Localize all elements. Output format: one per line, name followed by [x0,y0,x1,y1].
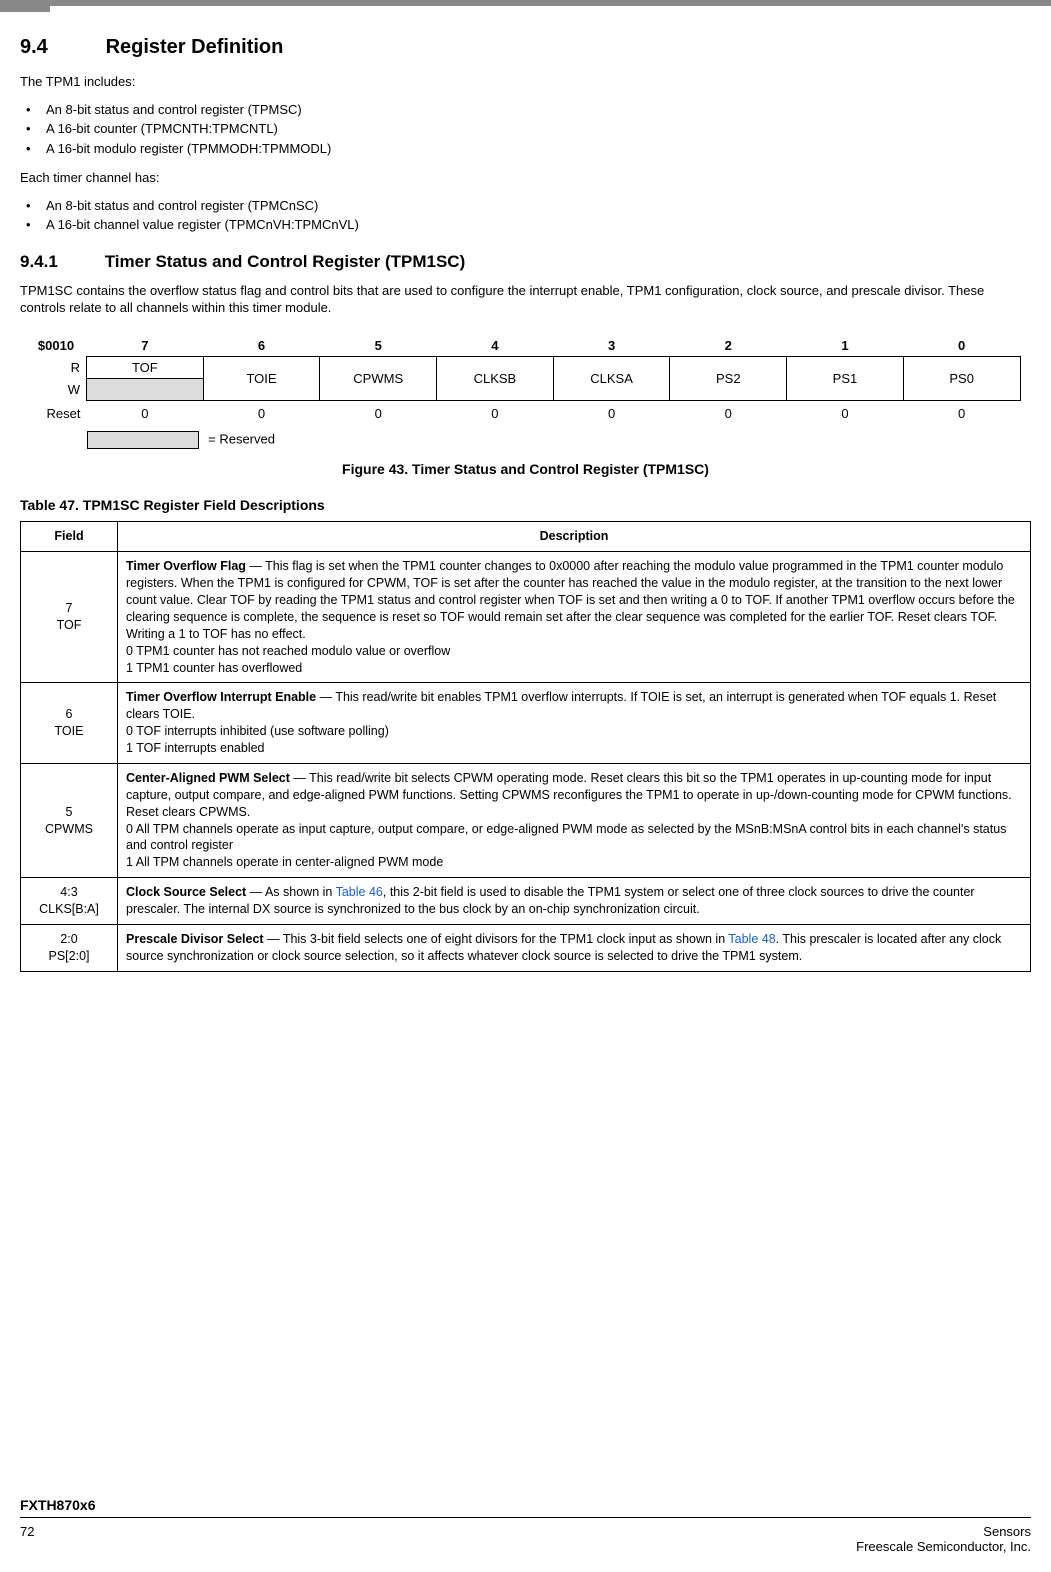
figure-caption: Figure 43. Timer Status and Control Regi… [20,461,1031,477]
bit-tof: TOF [87,357,204,379]
desc-cell: Timer Overflow Flag — This flag is set w… [118,552,1031,683]
bit-num: 2 [670,335,787,357]
desc-cell: Timer Overflow Interrupt Enable — This r… [118,683,1031,764]
desc-val0: 0 All TPM channels operate as input capt… [126,822,1006,853]
desc-cell: Prescale Divisor Select — This 3-bit fie… [118,924,1031,971]
desc-body: — This flag is set when the TPM1 counter… [126,559,1015,641]
legend-swatch [87,431,199,449]
bit-name: CLKSA [553,357,670,401]
intro-text-1: The TPM1 includes: [20,73,1031,91]
col-head-field: Field [21,522,118,552]
reset-val: 0 [670,401,787,426]
desc-cell: Center-Aligned PWM Select — This read/wr… [118,763,1031,877]
bit-num: 3 [553,335,670,357]
legend-text: = Reserved [208,432,275,447]
intro-text-2: Each timer channel has: [20,169,1031,187]
desc-val1: 1 TOF interrupts enabled [126,741,265,755]
desc-val1: 1 All TPM channels operate in center-ali… [126,855,443,869]
reset-val: 0 [787,401,904,426]
section-heading: 9.4 Register Definition [20,36,1031,59]
list-item: An 8-bit status and control register (TP… [20,197,1031,215]
desc-cell: Clock Source Select — As shown in Table … [118,878,1031,925]
field-cell: 6 TOIE [21,683,118,764]
field-cell: 5 CPWMS [21,763,118,877]
desc-title: Timer Overflow Interrupt Enable [126,690,316,704]
desc-title: Center-Aligned PWM Select [126,771,290,785]
subsection-para: TPM1SC contains the overflow status flag… [20,282,1031,317]
subsection-title: Timer Status and Control Register (TPM1S… [105,252,466,271]
list-item: A 16-bit modulo register (TPMMODH:TPMMOD… [20,140,1031,158]
doc-id: FXTH870x6 [20,1497,1031,1513]
bit-name: CPWMS [320,357,437,401]
legend: = Reserved [31,431,1021,449]
list-1: An 8-bit status and control register (TP… [20,101,1031,158]
desc-body-pre: — This 3-bit field selects one of eight … [264,932,729,946]
table-row: 6 TOIE Timer Overflow Interrupt Enable —… [21,683,1031,764]
bit-num: 0 [903,335,1020,357]
table-row: 7 TOF Timer Overflow Flag — This flag is… [21,552,1031,683]
reg-address: $0010 [31,335,87,357]
desc-val0: 0 TPM1 counter has not reached modulo va… [126,644,450,658]
list-item: A 16-bit channel value register (TPMCnVH… [20,216,1031,234]
desc-title: Prescale Divisor Select [126,932,264,946]
page-number: 72 [20,1524,34,1554]
row-label-w: W [31,379,87,401]
desc-title: Clock Source Select [126,885,246,899]
footer-rule [20,1517,1031,1518]
table-row: 2:0 PS[2:0] Prescale Divisor Select — Th… [21,924,1031,971]
bit-name: PS2 [670,357,787,401]
section-number: 9.4 [20,36,100,59]
subsection-number: 9.4.1 [20,252,100,272]
field-cell: 7 TOF [21,552,118,683]
col-head-desc: Description [118,522,1031,552]
table-row: 5 CPWMS Center-Aligned PWM Select — This… [21,763,1031,877]
subsection-heading: 9.4.1 Timer Status and Control Register … [20,252,1031,272]
bit-name: PS0 [903,357,1020,401]
list-item: An 8-bit status and control register (TP… [20,101,1031,119]
field-description-table: Field Description 7 TOF Timer Overflow F… [20,521,1031,971]
reset-val: 0 [903,401,1020,426]
bit-num: 5 [320,335,437,357]
bit-num: 1 [787,335,904,357]
reset-val: 0 [553,401,670,426]
desc-val1: 1 TPM1 counter has overflowed [126,661,302,675]
row-label-reset: Reset [31,401,87,426]
footer-right-2: Freescale Semiconductor, Inc. [856,1539,1031,1554]
field-cell: 4:3 CLKS[B:A] [21,878,118,925]
bit-name: PS1 [787,357,904,401]
desc-val0: 0 TOF interrupts inhibited (use software… [126,724,389,738]
page-footer: FXTH870x6 72 Sensors Freescale Semicondu… [20,1497,1031,1554]
list-item: A 16-bit counter (TPMCNTH:TPMCNTL) [20,120,1031,138]
table-link[interactable]: Table 48 [728,932,775,946]
row-label-r: R [31,357,87,379]
reset-val: 0 [203,401,320,426]
table-link[interactable]: Table 46 [336,885,383,899]
bit-num: 6 [203,335,320,357]
bit-name: CLKSB [437,357,554,401]
bit-reserved [87,379,204,401]
list-2: An 8-bit status and control register (TP… [20,197,1031,234]
register-diagram: $0010 7 6 5 4 3 2 1 0 R TOF TOIE CPWMS C… [31,335,1021,450]
bit-num: 7 [87,335,204,357]
footer-right-1: Sensors [983,1524,1031,1539]
field-cell: 2:0 PS[2:0] [21,924,118,971]
desc-body-pre: — As shown in [246,885,335,899]
table-row: 4:3 CLKS[B:A] Clock Source Select — As s… [21,878,1031,925]
reset-val: 0 [320,401,437,426]
table-caption: Table 47. TPM1SC Register Field Descript… [20,497,1031,513]
desc-title: Timer Overflow Flag [126,559,246,573]
bit-name: TOIE [203,357,320,401]
reset-val: 0 [87,401,204,426]
header-bar [0,0,1051,6]
section-title: Register Definition [106,36,284,58]
bit-num: 4 [437,335,554,357]
reset-val: 0 [437,401,554,426]
